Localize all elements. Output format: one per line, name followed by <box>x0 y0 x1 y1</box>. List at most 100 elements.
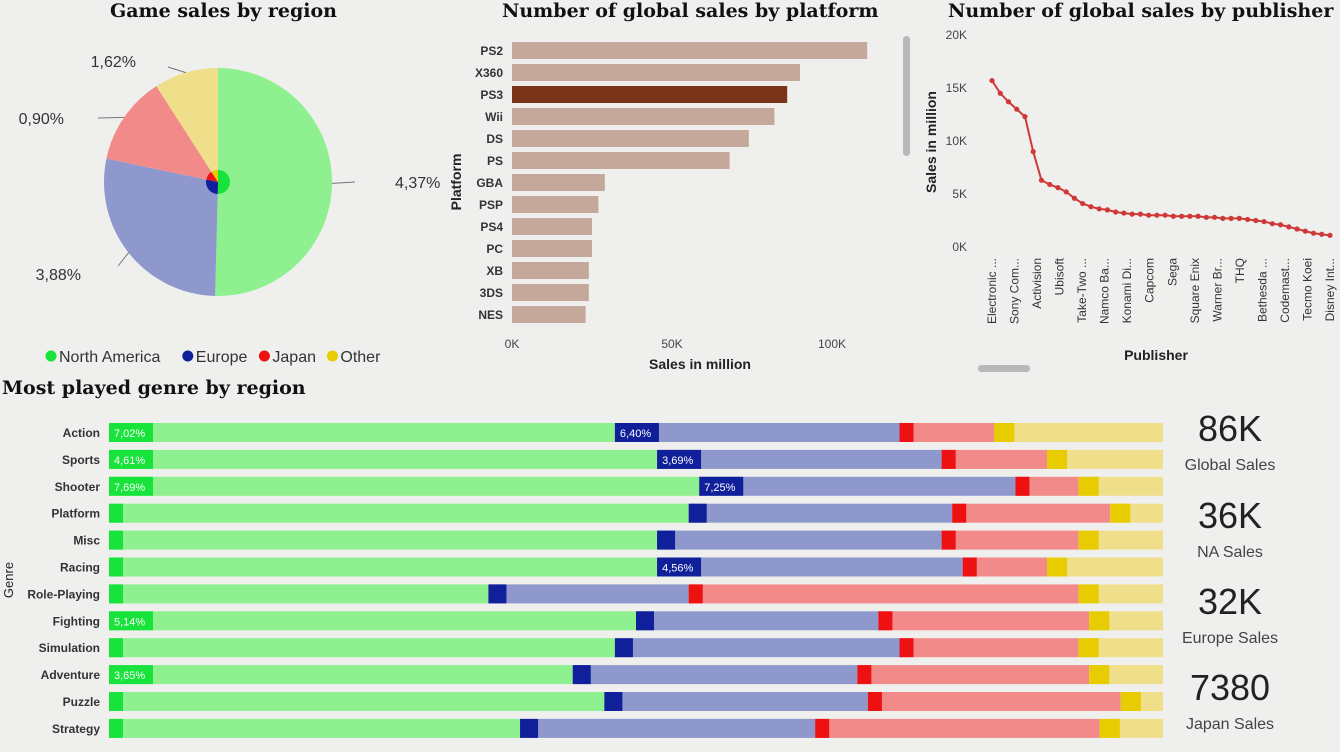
publisher-point <box>1146 212 1152 218</box>
platform-scrollbar[interactable] <box>903 36 910 156</box>
genre-bar-other <box>994 423 1163 442</box>
platform-bar-x360 <box>512 64 800 81</box>
publisher-point <box>989 77 995 84</box>
genre-bar-highlight <box>699 476 744 496</box>
publisher-point <box>1261 218 1267 225</box>
pie-slice-core <box>206 179 218 194</box>
publisher-point <box>1121 210 1127 216</box>
publisher-scrollbar[interactable] <box>978 365 1030 372</box>
genre-data-label: 4,61% <box>114 455 145 467</box>
genre-bar-europe <box>657 530 942 550</box>
publisher-y-axis-label: Sales in million <box>923 91 939 193</box>
publisher-point <box>1014 106 1020 112</box>
genre-bar-highlight <box>941 449 956 469</box>
publisher-point <box>1277 222 1284 228</box>
genre-bar-japan <box>899 638 1079 658</box>
publisher-point <box>1088 204 1094 210</box>
genre-bar-other <box>1078 476 1163 496</box>
publisher-y-tick: 20K <box>946 28 967 42</box>
publisher-point <box>1096 206 1102 212</box>
genre-bar-highlight <box>520 718 539 738</box>
genre-bar-north-america <box>109 638 615 658</box>
genre-bar-highlight <box>688 503 707 523</box>
genre-bar-europe <box>520 718 816 738</box>
pie-slice-core <box>217 170 230 194</box>
kpi-japan-sales-value: 7380 <box>1189 667 1271 708</box>
genre-bar-japan <box>1015 476 1079 496</box>
kpi-europe-sales-label: Europe Sales <box>1181 630 1279 647</box>
genre-bar-highlight <box>488 584 507 604</box>
genre-bar-highlight <box>614 423 659 442</box>
kpi-na-sales-label: NA Sales <box>1197 544 1263 561</box>
genre-bar-highlight <box>1047 557 1068 577</box>
pie-slice-japan <box>106 86 218 182</box>
publisher-point <box>1236 215 1242 221</box>
genre-bar-europe <box>604 692 868 711</box>
genre-bar-highlight <box>604 692 623 711</box>
genre-bar-europe <box>614 638 900 658</box>
genre-bar-japan <box>941 530 1079 550</box>
publisher-point <box>1113 209 1119 215</box>
genre-bar-japan <box>952 503 1111 523</box>
genre-bar-highlight <box>941 530 956 550</box>
genre-bar-europe <box>636 611 879 631</box>
genre-bar-highlight <box>109 611 153 631</box>
genre-bar-japan <box>867 692 1121 711</box>
platform-x-tick: 100K <box>818 337 846 351</box>
platform-bar-psp <box>512 196 599 213</box>
genre-bar-highlight <box>109 557 123 577</box>
genre-bar-europe <box>688 503 953 523</box>
pie-data-label: 1,62% <box>91 54 136 71</box>
genre-bar-highlight <box>109 423 153 442</box>
genre-bar-highlight <box>899 638 914 658</box>
pie-leader-line <box>167 66 187 74</box>
platform-x-tick: 0K <box>505 337 520 351</box>
publisher-point <box>1294 226 1300 232</box>
genre-data-label: 7,25% <box>704 482 735 494</box>
platform-tick-label: X360 <box>475 66 503 80</box>
publisher-point <box>1129 211 1135 217</box>
kpi-europe-sales-value: 32K <box>1197 581 1263 622</box>
publisher-point <box>1137 211 1143 217</box>
genre-bar-highlight <box>688 584 703 604</box>
genre-bar-highlight <box>1120 692 1141 711</box>
publisher-point <box>997 90 1003 96</box>
publisher-point <box>1220 215 1226 221</box>
platform-bar-ps3 <box>512 86 788 103</box>
platform-tick-label: PS4 <box>480 220 503 234</box>
platform-bar-ps2 <box>512 42 868 59</box>
genre-data-label: 7,02% <box>114 428 145 440</box>
publisher-series-line <box>991 80 1331 237</box>
genre-bar-north-america <box>109 530 658 550</box>
platform-x-tick: 50K <box>661 337 682 351</box>
genre-y-axis-label: Genre <box>1 562 16 598</box>
genre-bar-japan <box>962 557 1048 577</box>
publisher-x-tick: Tecmo Koei <box>1300 258 1314 321</box>
publisher-point <box>1154 212 1160 218</box>
platform-tick-label: NES <box>478 308 503 322</box>
genre-tick-label: Simulation <box>39 641 100 655</box>
pie-slice-other <box>156 68 218 182</box>
genre-bar-japan <box>815 718 1100 738</box>
publisher-point <box>1055 185 1061 191</box>
publisher-point <box>1253 217 1259 224</box>
pie-slice-core <box>211 170 218 182</box>
legend-label: Europe <box>196 349 248 366</box>
legend-marker-europe <box>182 350 194 362</box>
genre-bar-highlight <box>1089 665 1110 685</box>
genre-bar-other <box>1047 557 1163 577</box>
genre-data-label: 4,56% <box>662 563 693 575</box>
platform-bar-chart: PS2 X360 PS3 Wii DS PS GBA PSP PS4 PC XB 3DS NES 0K 50… <box>448 42 868 372</box>
pie-chart-title: Game sales by region <box>110 0 337 22</box>
publisher-point <box>1269 221 1275 227</box>
genre-bar-highlight <box>878 611 893 631</box>
genre-bar-japan <box>688 584 1079 604</box>
genre-bar-japan <box>941 449 1048 469</box>
genre-bar-highlight <box>952 503 967 523</box>
genre-bar-europe <box>657 449 942 469</box>
legend-label: Other <box>340 349 381 366</box>
platform-x-axis-label: Sales in million <box>649 356 751 372</box>
legend-label: North America <box>59 349 160 366</box>
platform-tick-label: DS <box>486 132 503 146</box>
platform-bar-wii <box>512 108 775 125</box>
